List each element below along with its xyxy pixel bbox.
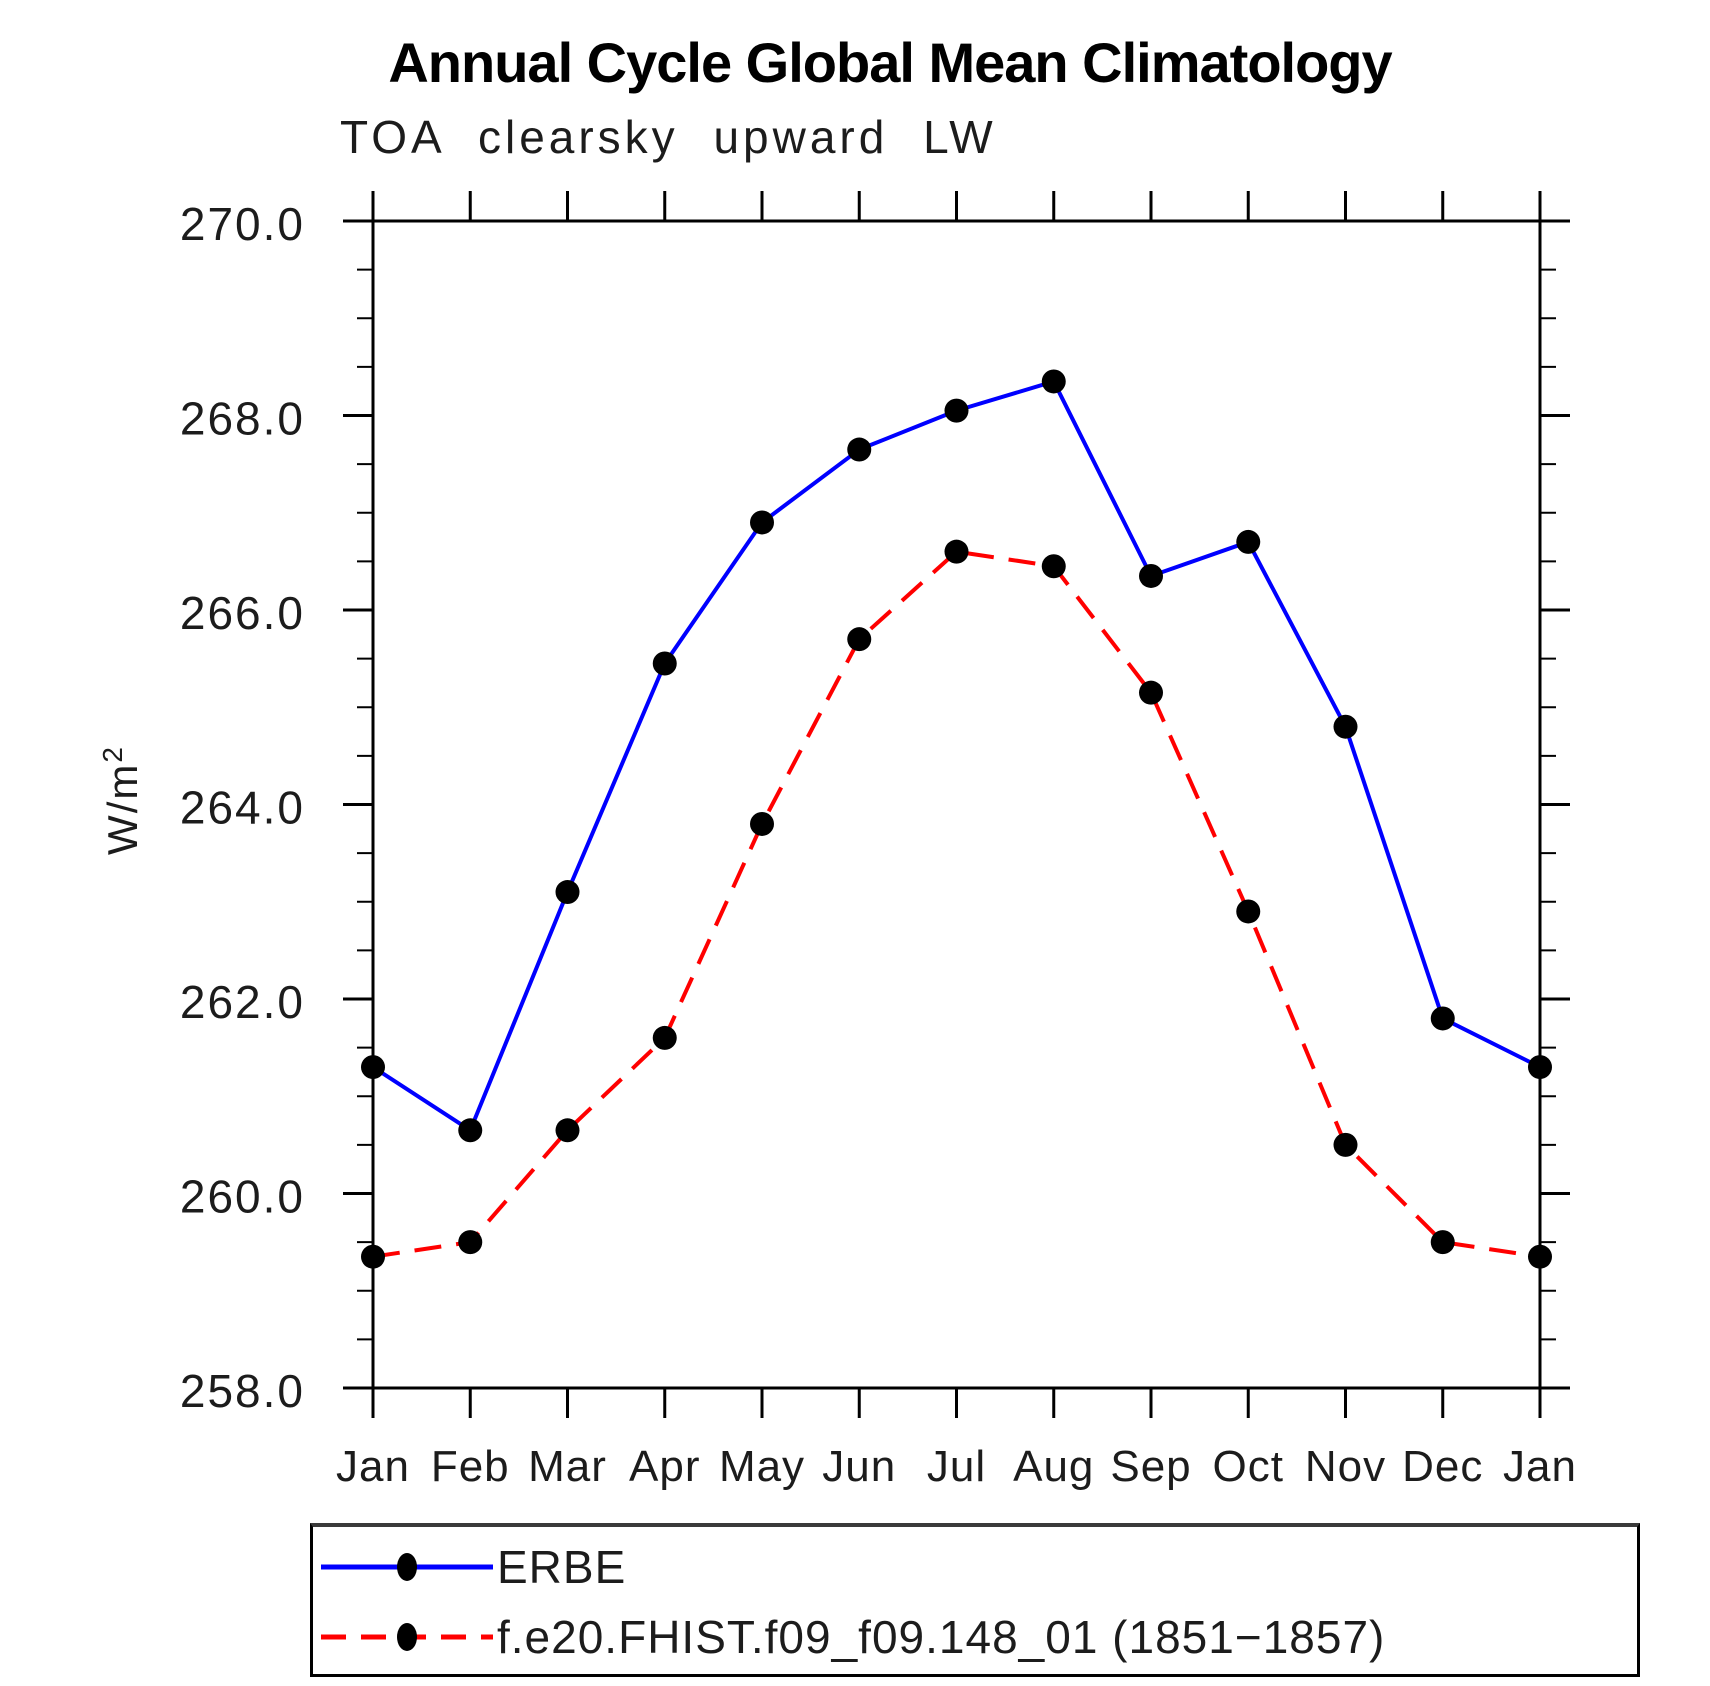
data-point-erbe	[1139, 563, 1163, 588]
data-point-model	[1430, 1230, 1455, 1255]
legend: ERBE f.e20.FHIST.f09_f09.148_01 (1851−18…	[310, 1523, 1640, 1677]
x-tick-label: Aug	[1013, 1442, 1094, 1491]
data-point-model	[1139, 680, 1163, 705]
legend-item-erbe: ERBE	[317, 1539, 626, 1595]
data-point-model	[750, 811, 774, 836]
legend-line-sample-model	[321, 1623, 493, 1651]
data-point-erbe	[1236, 529, 1261, 554]
x-tick-label: Feb	[431, 1442, 510, 1491]
data-point-erbe	[1333, 714, 1358, 739]
data-point-erbe	[750, 510, 774, 535]
y-tick-label: 264.0	[180, 782, 305, 834]
data-point-model	[847, 627, 872, 652]
data-point-model	[361, 1244, 385, 1269]
x-tick-label: May	[719, 1442, 805, 1491]
data-point-model	[458, 1230, 483, 1255]
chart-title: Annual Cycle Global Mean Climatology	[388, 31, 1392, 94]
data-point-erbe	[652, 651, 677, 676]
series-line-model	[372, 549, 1541, 1259]
data-point-erbe	[1528, 1055, 1552, 1080]
y-tick-label: 270.0	[180, 198, 305, 250]
data-point-erbe	[1430, 1006, 1455, 1031]
legend-line-sample-erbe	[321, 1553, 493, 1581]
data-point-model	[1333, 1132, 1358, 1157]
legend-label-model: f.e20.FHIST.f09_f09.148_01 (1851−1857)	[497, 1611, 1386, 1663]
x-tick-label: Jun	[822, 1442, 896, 1491]
legend-label-erbe: ERBE	[497, 1541, 627, 1593]
x-tick-label: Sep	[1110, 1442, 1191, 1491]
y-tick-label: 266.0	[180, 587, 305, 639]
data-point-erbe	[361, 1055, 385, 1080]
data-point-erbe	[1041, 369, 1066, 394]
x-tick-label: Oct	[1213, 1442, 1284, 1491]
y-tick-label: 260.0	[180, 1171, 305, 1223]
x-tick-label: Mar	[528, 1442, 607, 1491]
data-point-erbe	[458, 1118, 483, 1143]
legend-item-model: f.e20.FHIST.f09_f09.148_01 (1851−1857)	[317, 1609, 1385, 1665]
x-tick-label: Nov	[1305, 1442, 1386, 1491]
x-tick-label: Apr	[629, 1442, 700, 1491]
data-point-model	[1236, 899, 1261, 924]
data-point-model	[652, 1025, 677, 1050]
y-tick-label: 258.0	[180, 1365, 305, 1417]
series-line-erbe	[371, 379, 1541, 1133]
y-tick-label: 268.0	[180, 393, 305, 445]
data-point-model	[1528, 1244, 1552, 1269]
x-tick-label: Dec	[1402, 1442, 1483, 1491]
x-tick-label: Jul	[927, 1442, 986, 1491]
legend-marker-model	[397, 1623, 417, 1651]
chart-subtitle: TOA clearsky upward LW	[340, 111, 997, 163]
y-tick-label: 262.0	[180, 976, 305, 1028]
data-point-erbe	[555, 880, 580, 905]
x-tick-label: Jan	[336, 1442, 410, 1491]
data-point-model	[1041, 554, 1066, 579]
legend-marker-erbe	[397, 1553, 417, 1581]
data-point-model	[944, 539, 969, 564]
plot-box	[371, 219, 1542, 1390]
x-tick-label: Jan	[1503, 1442, 1577, 1491]
data-point-erbe	[944, 398, 969, 423]
data-point-erbe	[847, 437, 872, 462]
data-point-model	[555, 1118, 580, 1143]
